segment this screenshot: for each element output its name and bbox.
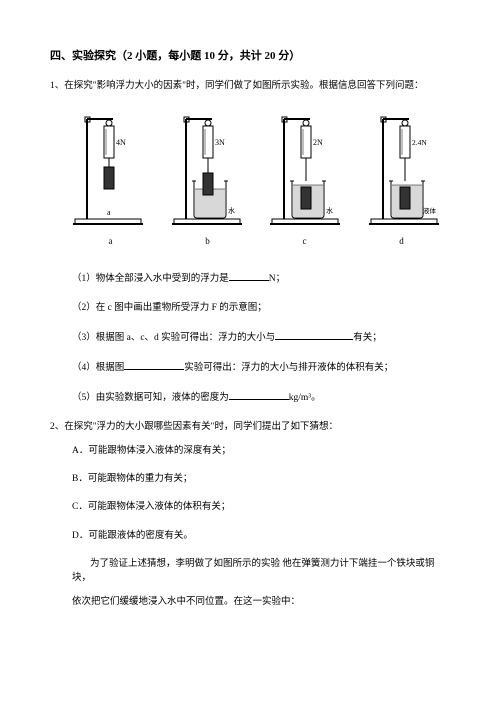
svg-text:水: 水	[228, 206, 235, 215]
q1-stem: 1、在探究"影响浮力大小的因素"时，同学们做了如图所示实验。根据信息回答下列问题…	[50, 79, 450, 93]
blank-input[interactable]	[229, 389, 289, 400]
q1-sub5: （5）由实验数据可知，液体的密度为kg/m³。	[72, 389, 450, 405]
q1-sub3: （3）根据图 a、c、d 实验可得出：浮力的大小与有关；	[72, 329, 450, 345]
diagram-d: 2.4N 液体	[365, 111, 443, 231]
q1-sub2: （2）在 c 图中画出重物所受浮力 F 的示意图；	[72, 301, 450, 315]
label-c: c	[266, 235, 344, 249]
option-d: D．可能跟液体的密度有关。	[72, 529, 450, 543]
section-title: 四、实验探究（2 小题，每小题 10 分，共计 20 分）	[50, 48, 450, 65]
diagram-b: 3N 水 b	[168, 111, 246, 231]
svg-text:液体: 液体	[423, 206, 437, 215]
option-c: C．可能跟物体浸入液体的体积有关；	[72, 500, 450, 514]
label-b: b	[169, 235, 247, 249]
blank-input[interactable]	[275, 329, 353, 340]
blank-input[interactable]	[229, 270, 269, 281]
svg-text:3N: 3N	[215, 138, 225, 147]
q2-para1: 为了验证上述猜想，李明做了如图所示的实验 他在弹簧测力计下端挂一个铁块或铜块，	[72, 557, 450, 586]
option-a: A．可能跟物体浸入液体的深度有关；	[72, 444, 450, 458]
svg-text:a: a	[107, 208, 111, 217]
q1-sub4: （4）根据图实验可得出：浮力的大小与排开液体的体积有关；	[72, 359, 450, 375]
svg-text:2N: 2N	[313, 138, 323, 147]
diagram-group: 4N a 3N 水 b	[62, 111, 450, 231]
option-b: B．可能跟物体的重力有关；	[72, 472, 450, 486]
diagram-a: 4N a	[69, 111, 147, 231]
svg-text:水: 水	[326, 206, 333, 215]
svg-text:4N: 4N	[116, 138, 126, 147]
q2-para2: 依次把它们缓缓地浸入水中不同位置。在这一实验中：	[72, 595, 450, 609]
svg-text:2.4N: 2.4N	[412, 138, 427, 147]
diagram-c: 2N 水	[266, 111, 344, 231]
blank-input[interactable]	[124, 359, 184, 370]
q1-sub1: （1）物体全部浸入水中受到的浮力是N；	[72, 270, 450, 286]
label-a: a	[72, 235, 150, 249]
label-d: d	[363, 235, 441, 249]
q2-stem: 2、在探究"浮力的大小跟哪些因素有关"时，同学们提出了如下猜想：	[50, 420, 450, 434]
